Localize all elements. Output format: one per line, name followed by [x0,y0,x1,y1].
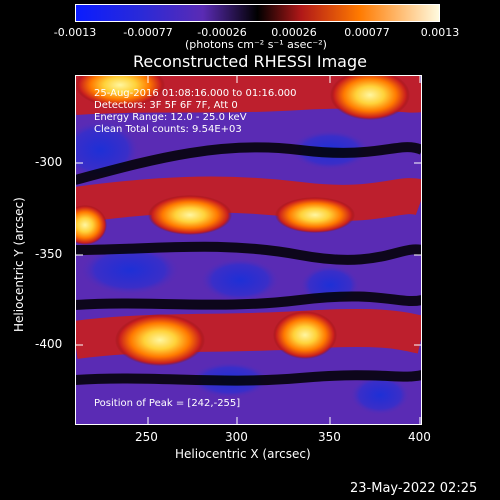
image-title: Reconstructed RHESSI Image [133,52,367,71]
energy-range: Energy Range: 12.0 - 25.0 keV [94,112,247,123]
colorbar-tick-label: -0.00077 [123,26,173,39]
y-tick-label: -300 [35,155,63,169]
peak-position: Position of Peak = [242,-255] [94,398,241,409]
colorbar-units: (photons cm⁻² s⁻¹ asec⁻²) [185,38,327,51]
colorbar [75,4,440,22]
colorbar-tick-label: -0.0013 [53,26,97,39]
x-tick-label: 300 [225,430,248,444]
colorbar-tick-label: 0.00026 [271,26,317,39]
detectors-info: Detectors: 3F 5F 6F 7F, Att 0 [94,100,238,111]
timestamp: 23-May-2022 02:25 [350,481,478,496]
y-axis-label: Heliocentric Y (arcsec) [12,197,26,332]
colorbar-tick-label: -0.00026 [197,26,247,39]
x-tick-label: 350 [318,430,341,444]
y-tick-label: -400 [35,337,63,351]
x-tick-label: 400 [408,430,431,444]
colorbar-tick-label: 0.00077 [344,26,390,39]
colorbar-tick-label: 0.0013 [420,26,460,39]
y-tick-label: -350 [35,247,63,261]
x-tick-label: 250 [135,430,158,444]
clean-total-counts: Clean Total counts: 9.54E+03 [94,124,242,135]
x-axis-label: Heliocentric X (arcsec) [175,447,311,461]
time-range: 25-Aug-2016 01:08:16.000 to 01:16.000 [94,88,297,99]
